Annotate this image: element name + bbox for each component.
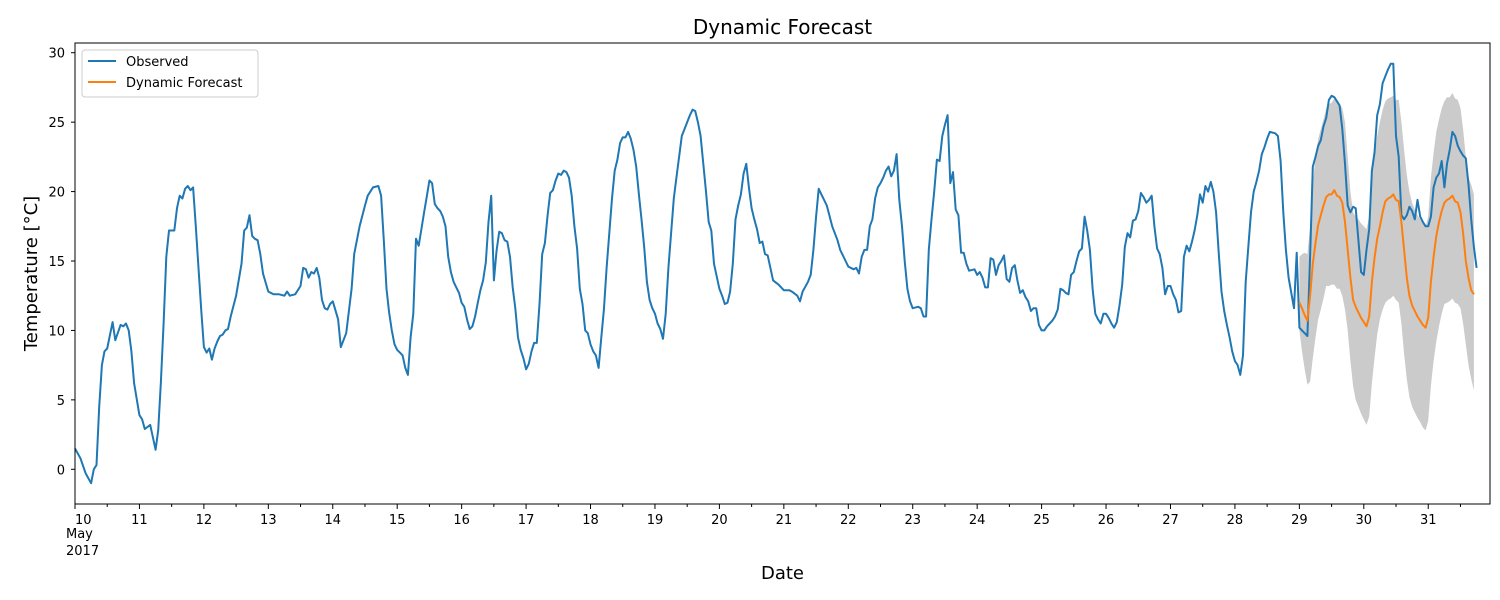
x-tick-label: 22 [840,513,857,528]
x-tick-label: 12 [196,513,213,528]
x-tick-label: 31 [1420,513,1437,528]
legend-label-observed: Observed [126,55,189,70]
chart-title: Dynamic Forecast [693,15,872,39]
x-axis-label: Date [761,563,804,584]
x-tick-label: 30 [1356,513,1373,528]
x-tick-label: 27 [1162,513,1179,528]
x-tick-label: 26 [1098,513,1115,528]
x-tick-label: 16 [453,513,470,528]
x-tick-label: 23 [904,513,921,528]
y-tick-label: 15 [48,255,65,270]
x-tick-year-label: 2017 [66,544,99,559]
x-tick-label: 18 [582,513,599,528]
plot-area [74,62,1478,485]
y-axis-label: Temperature [°C] [21,196,42,352]
y-tick-label: 20 [48,186,65,201]
series-line-dynamic-forecast [1298,189,1475,329]
y-tick-label: 30 [48,47,65,62]
legend-box [81,49,259,98]
series-line-observed [74,62,1478,485]
y-axis: 0 5 10 15 20 25 30 [48,47,75,478]
x-tick-label: 11 [131,513,148,528]
plot-frame [74,42,1491,505]
x-tick-label: 24 [969,513,986,528]
x-tick-label: 17 [518,513,535,528]
x-axis: 10 11 12 13 14 15 16 17 18 19 20 21 22 23 24 25 26 27 28 29… [66,504,1461,559]
y-tick-label: 10 [48,324,65,339]
x-tick-label: 15 [389,513,406,528]
x-tick-label: 14 [324,513,341,528]
x-tick-label: 10 [75,513,92,528]
x-tick-label: 21 [776,513,793,528]
legend-label-dynamic-forecast: Dynamic Forecast [126,76,242,91]
y-tick-label: 0 [57,463,65,478]
x-tick-label: 29 [1291,513,1308,528]
x-tick-label: 19 [647,513,664,528]
y-tick-label: 5 [57,394,65,409]
x-tick-label: 13 [260,513,277,528]
y-tick-label: 25 [48,116,65,131]
x-tick-label: 25 [1033,513,1050,528]
legend: Observed Dynamic Forecast [81,49,259,98]
x-tick-label: 20 [711,513,728,528]
x-tick-month-label: May [66,527,93,542]
confidence-band [1299,93,1474,431]
x-tick-label: 28 [1227,513,1244,528]
